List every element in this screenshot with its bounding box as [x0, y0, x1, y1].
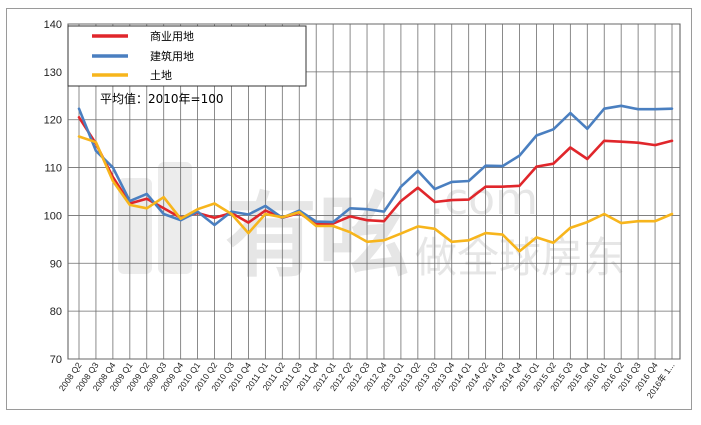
y-tick-label: 90: [50, 258, 62, 270]
y-tick-label: 140: [44, 19, 62, 31]
y-tick-label: 80: [50, 306, 62, 318]
svg-text:做全球房东: 做全球房东: [415, 233, 625, 282]
legend-label-commercial: 商业用地: [150, 29, 194, 43]
y-tick-label: 130: [44, 67, 62, 79]
legend: 商业用地 建筑用地 土地: [67, 25, 307, 87]
watermark: 有 吆 .com 做全球房东: [118, 162, 625, 290]
y-tick-label: 70: [50, 354, 62, 366]
y-tick-label: 110: [44, 163, 62, 175]
svg-text:有: 有: [225, 183, 317, 290]
legend-label-land: 土地: [150, 69, 172, 82]
grid-lines: [67, 23, 681, 360]
y-tick-label: 100: [44, 210, 62, 222]
legend-label-construction: 建筑用地: [150, 49, 194, 63]
series-line-2: [77, 135, 674, 253]
base-note: 平均值：2010年=100: [100, 91, 224, 106]
series-lines: [77, 104, 674, 253]
y-tick-label: 120: [44, 115, 62, 127]
series-line-1: [77, 104, 674, 227]
y-axis-ticks: 70 80 90 100 110 120 130 140: [44, 19, 62, 366]
